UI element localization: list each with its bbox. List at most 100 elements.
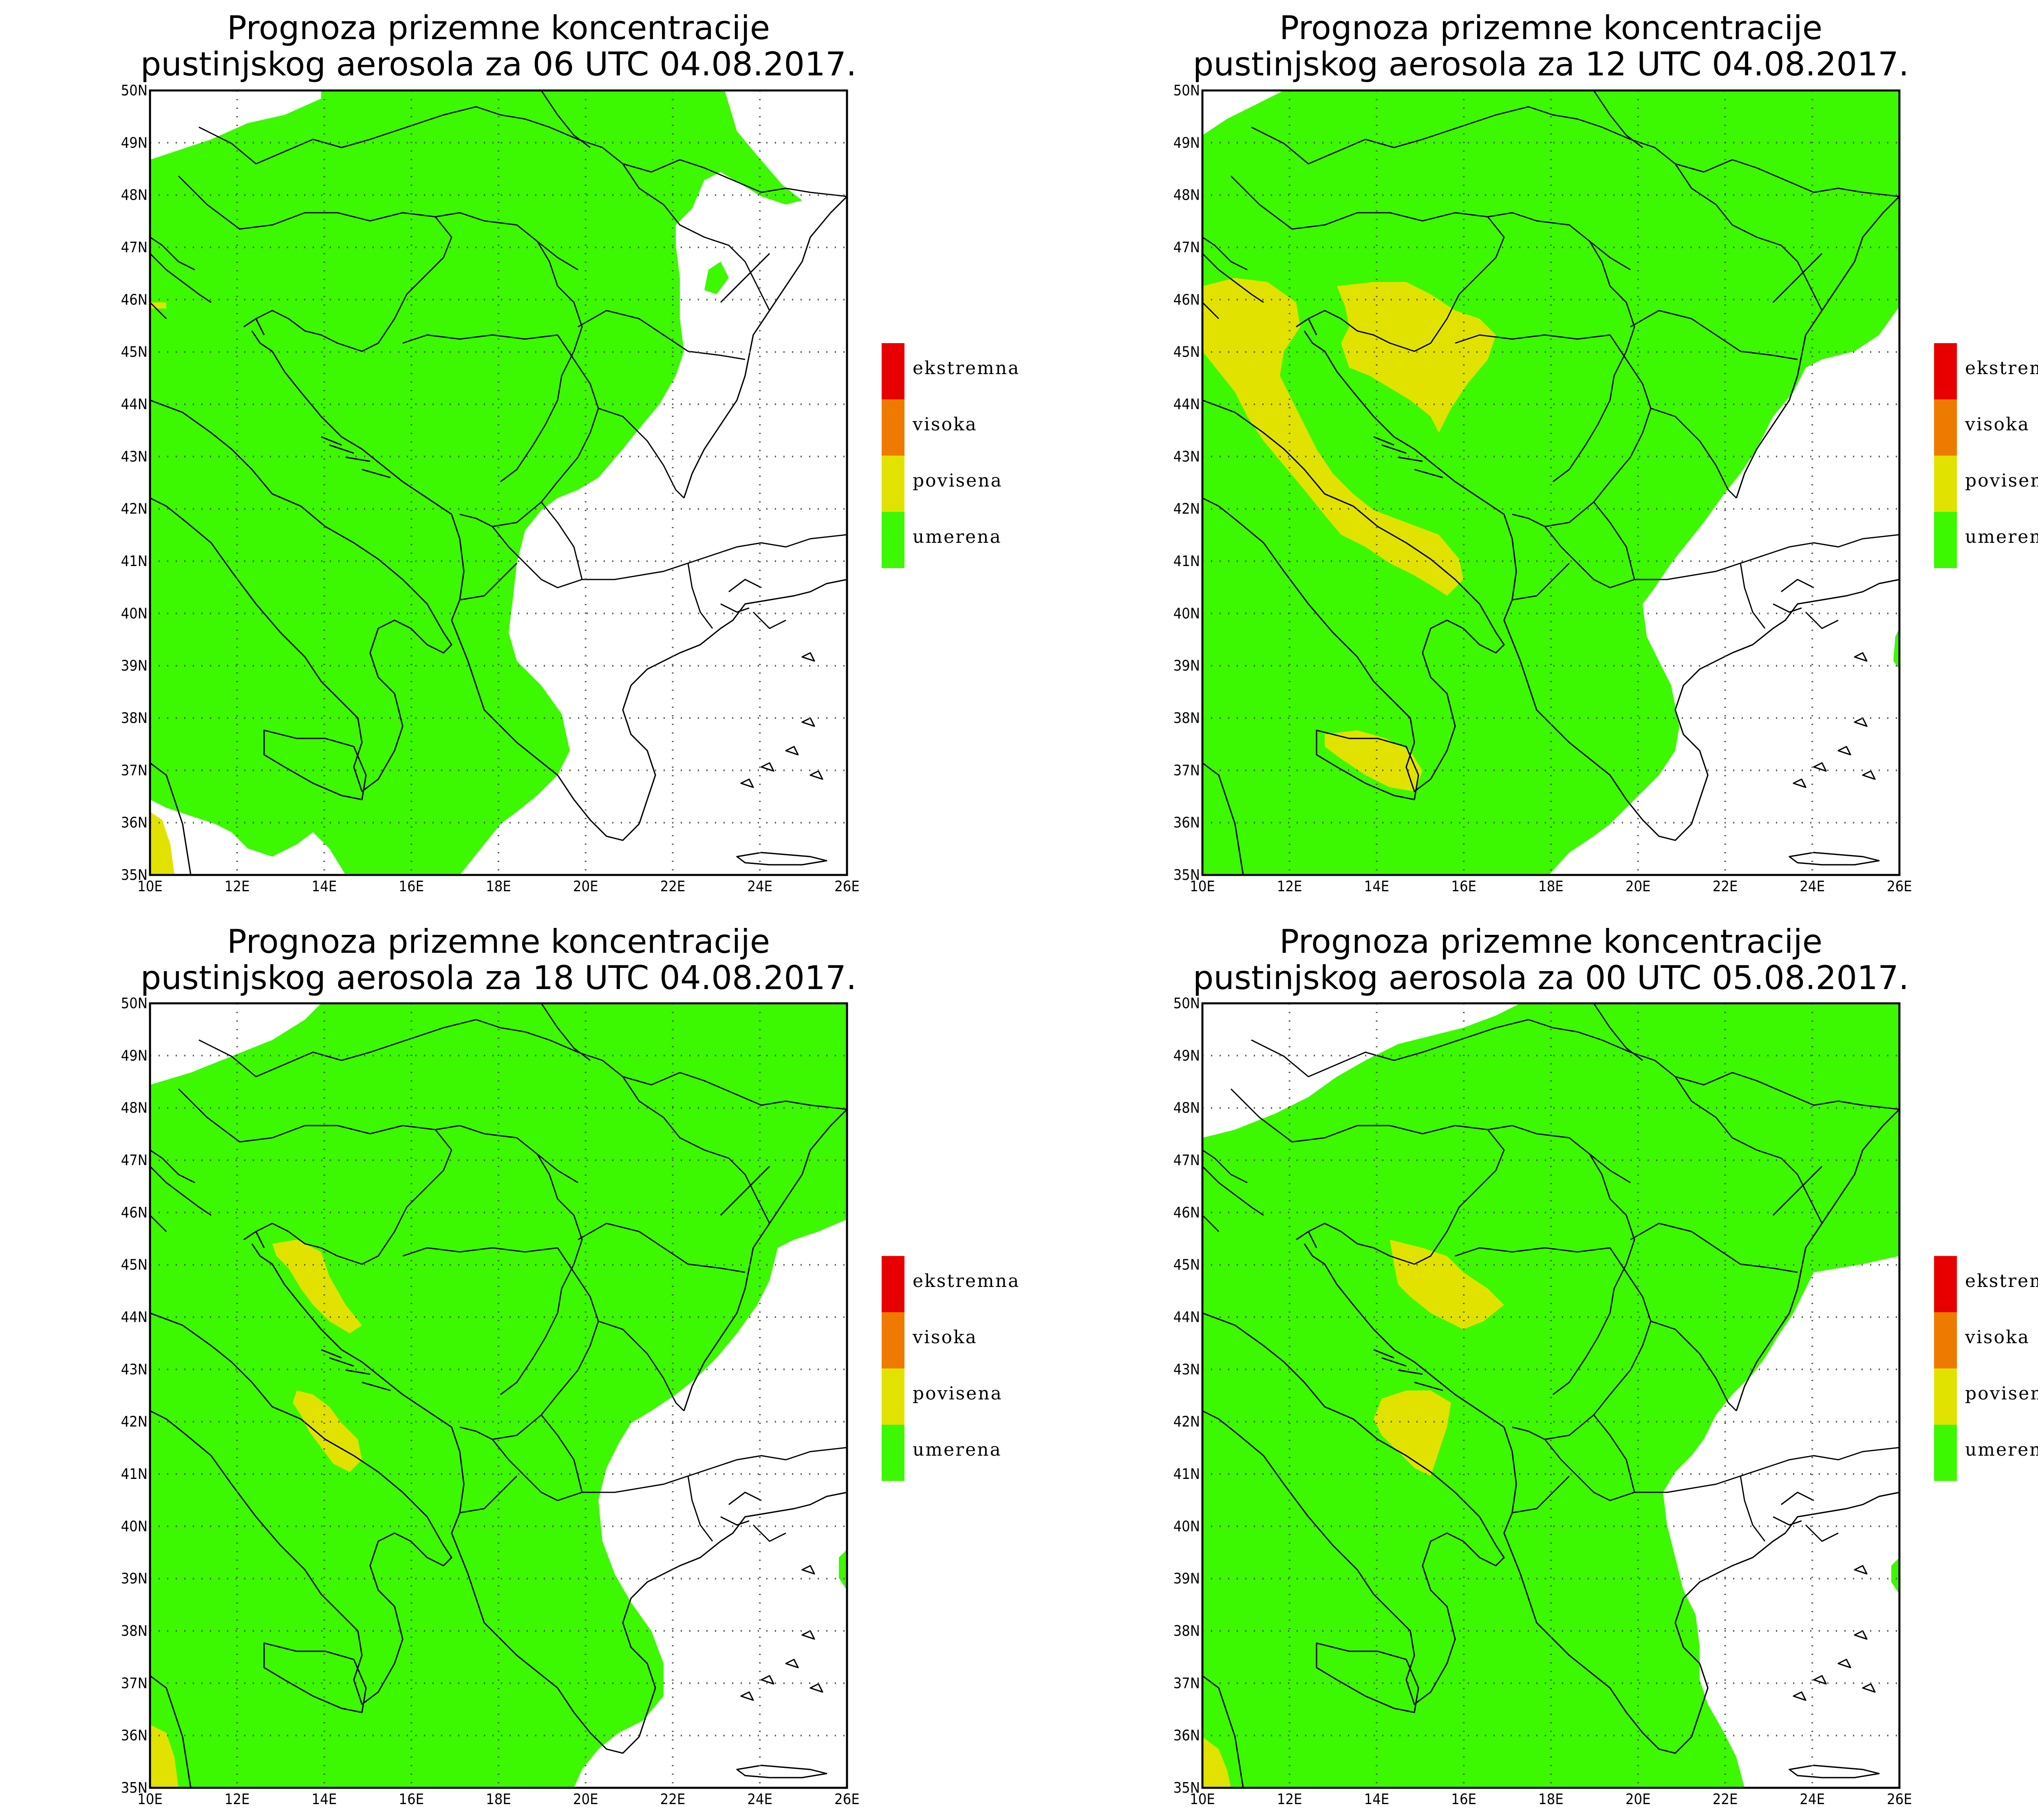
x-tick-label: 26E xyxy=(834,878,860,895)
y-tick-label: 43N xyxy=(1173,1361,1200,1378)
y-tick-label: 50N xyxy=(121,995,148,1012)
y-tick-label: 50N xyxy=(1173,82,1200,99)
y-tick-label: 47N xyxy=(1173,239,1200,256)
y-tick-label: 44N xyxy=(121,396,148,413)
legend-swatch xyxy=(1934,1425,1957,1481)
legend-swatch xyxy=(1934,1368,1957,1425)
y-tick-label: 42N xyxy=(1173,501,1200,518)
y-tick-label: 43N xyxy=(121,448,148,465)
legend-label: umerena xyxy=(1965,1439,2038,1460)
y-tick-label: 36N xyxy=(121,815,148,831)
y-tick-label: 41N xyxy=(1173,553,1200,570)
y-tick-label: 46N xyxy=(121,291,148,308)
legend-swatch xyxy=(1934,399,1957,456)
y-tick-label: 35N xyxy=(121,867,148,884)
y-tick-label: 48N xyxy=(1173,1100,1200,1117)
y-tick-label: 48N xyxy=(1173,187,1200,204)
x-tick-label: 18E xyxy=(486,878,511,895)
legend-label: povisena xyxy=(913,470,1003,491)
y-tick-label: 49N xyxy=(121,1047,148,1064)
legend-swatch xyxy=(1934,1256,1957,1312)
x-tick-label: 14E xyxy=(312,1791,337,1808)
legend-label: povisena xyxy=(1965,1383,2038,1404)
y-tick-label: 35N xyxy=(1173,1780,1200,1796)
y-tick-label: 38N xyxy=(121,710,148,727)
y-tick-label: 39N xyxy=(121,658,148,674)
y-tick-label: 46N xyxy=(121,1204,148,1221)
y-tick-label: 48N xyxy=(121,187,148,204)
legend-label: visoka xyxy=(1965,414,2030,435)
y-tick-label: 45N xyxy=(121,1257,148,1274)
legend-label: povisena xyxy=(913,1383,1003,1404)
y-tick-label: 49N xyxy=(1173,134,1200,151)
legend-swatch xyxy=(1934,456,1957,512)
x-tick-label: 16E xyxy=(1451,1791,1476,1808)
x-tick-label: 24E xyxy=(747,878,772,895)
y-tick-label: 45N xyxy=(1173,344,1200,361)
x-tick-label: 14E xyxy=(1364,1791,1390,1808)
y-tick-label: 37N xyxy=(121,762,148,779)
legend-swatch xyxy=(882,512,904,568)
x-tick-label: 12E xyxy=(225,1791,250,1808)
legend-label: umerena xyxy=(913,527,1002,547)
map-panel-18utc xyxy=(149,1002,848,1789)
y-tick-label: 43N xyxy=(1173,448,1200,465)
x-tick-label: 20E xyxy=(1626,878,1651,895)
y-tick-label: 44N xyxy=(1173,1309,1200,1326)
x-tick-label: 22E xyxy=(660,878,686,895)
x-tick-label: 20E xyxy=(573,1791,598,1808)
legend-label: visoka xyxy=(912,414,977,435)
legend-label: ekstremna xyxy=(913,358,1020,379)
panel-2-title-line1: Prognoza prizemne koncentracije xyxy=(1279,9,1822,47)
y-tick-label: 36N xyxy=(1173,1727,1200,1744)
y-tick-label: 45N xyxy=(121,344,148,361)
y-tick-label: 45N xyxy=(1173,1257,1200,1274)
map-panel-12utc xyxy=(1201,89,1901,876)
y-tick-label: 49N xyxy=(121,134,148,151)
legends: ekstremna visoka povisena umerena ekstremna v… xyxy=(882,343,2038,1481)
y-tick-label: 39N xyxy=(1173,658,1200,674)
x-tick-label: 22E xyxy=(1713,878,1738,895)
x-tick-label: 10E xyxy=(137,1791,163,1808)
axis-labels: 10E 12E 14E 16E 18E 20E 22E 24E 26E 35N 36N 37N 38N 3… xyxy=(121,82,1912,1808)
legend-swatch xyxy=(1934,343,1957,399)
y-tick-label: 40N xyxy=(1173,1518,1200,1535)
x-tick-label: 14E xyxy=(312,878,337,895)
y-tick-label: 36N xyxy=(121,1727,148,1744)
x-tick-label: 16E xyxy=(399,1791,424,1808)
y-tick-label: 41N xyxy=(121,1466,148,1483)
y-tick-label: 41N xyxy=(1173,1466,1200,1483)
y-tick-label: 40N xyxy=(1173,605,1200,622)
x-tick-label: 18E xyxy=(1538,878,1564,895)
legend-label: ekstremna xyxy=(1965,358,2038,379)
y-tick-label: 38N xyxy=(1173,1623,1200,1639)
y-tick-label: 41N xyxy=(121,553,148,570)
x-tick-label: 22E xyxy=(1713,1791,1738,1808)
x-tick-label: 10E xyxy=(137,878,163,895)
x-tick-label: 16E xyxy=(1451,878,1476,895)
x-tick-label: 24E xyxy=(1800,1791,1825,1808)
legend-swatch xyxy=(882,399,904,456)
y-tick-label: 44N xyxy=(1173,396,1200,413)
x-tick-label: 26E xyxy=(1887,878,1912,895)
legend-swatch xyxy=(882,1368,904,1425)
y-tick-label: 40N xyxy=(121,605,148,622)
x-tick-label: 20E xyxy=(573,878,598,895)
y-tick-label: 35N xyxy=(121,1780,148,1796)
legend-swatch xyxy=(882,1425,904,1481)
panel-2-title-line2: pustinjskog aerosola za 12 UTC 04.08.201… xyxy=(1193,45,1909,83)
legend-label: umerena xyxy=(1965,527,2038,547)
map-panel-06utc xyxy=(149,89,848,876)
y-tick-label: 42N xyxy=(121,1414,148,1430)
x-tick-label: 12E xyxy=(1277,878,1302,895)
x-tick-label: 10E xyxy=(1190,878,1215,895)
x-tick-label: 18E xyxy=(1538,1791,1564,1808)
x-tick-label: 24E xyxy=(747,1791,772,1808)
legend-label: ekstremna xyxy=(1965,1271,2038,1291)
y-tick-label: 35N xyxy=(1173,867,1200,884)
y-tick-label: 42N xyxy=(1173,1414,1200,1430)
y-tick-label: 36N xyxy=(1173,815,1200,831)
x-tick-label: 20E xyxy=(1626,1791,1651,1808)
panel-4-title-line2: pustinjskog aerosola za 00 UTC 05.08.201… xyxy=(1193,959,1909,997)
y-tick-label: 40N xyxy=(121,1518,148,1535)
